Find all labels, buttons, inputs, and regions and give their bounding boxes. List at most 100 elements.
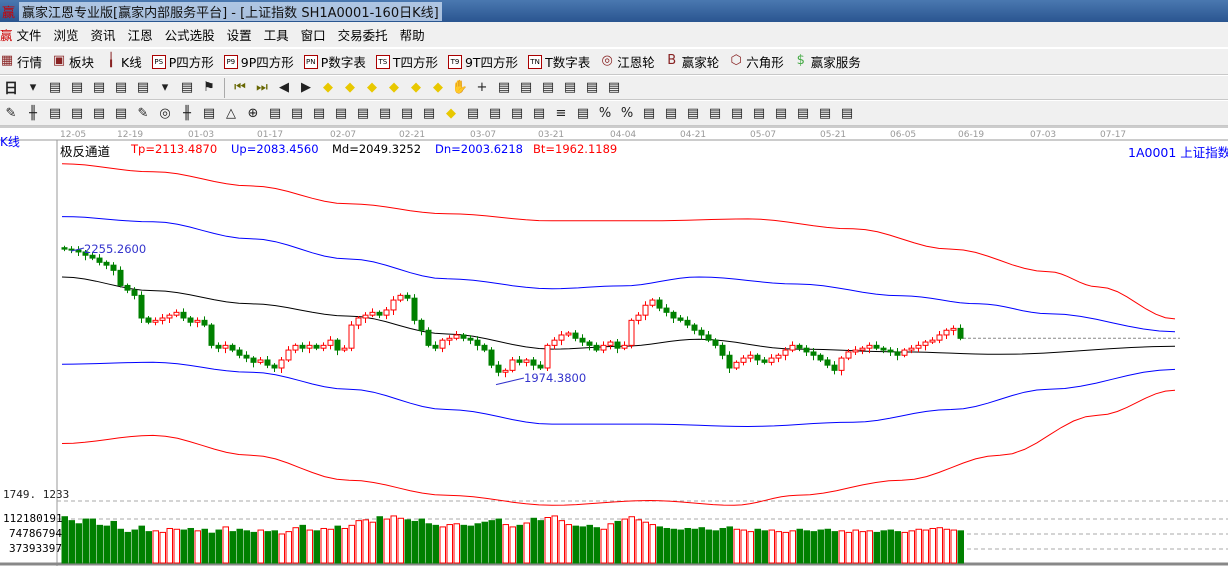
coin-2-icon[interactable]: ▤ [664,105,678,121]
prev-icon[interactable]: ◀ [279,80,289,95]
target-icon[interactable]: ⊕ [247,105,259,121]
date-tick: 05-21 [820,130,846,140]
bar-1-icon[interactable]: ▤ [708,105,722,121]
shell-icon[interactable]: ▤ [519,80,533,95]
period-select[interactable]: 日 [4,80,18,97]
window-title: 赢家江恩专业版[赢家内部服务平台] - [上证指数 SH1A0001-160日K… [19,1,442,21]
menu-item-4[interactable]: 公式选股 [164,28,215,43]
menu-item-3[interactable]: 江恩 [127,28,153,43]
shrink-icon[interactable]: ◆ [433,80,443,95]
lines-3-icon[interactable]: ≡ [555,105,567,121]
n2-icon[interactable]: ▤ [202,105,216,121]
grid-2-icon[interactable]: ▤ [532,105,546,121]
toolbar-button-2[interactable]: ╽ K线 [104,52,142,71]
menu-item-9[interactable]: 帮助 [399,28,425,43]
bar-2-icon[interactable]: ▤ [730,105,744,121]
table-icon[interactable]: ▤ [576,105,590,121]
shrink-h-icon[interactable]: ◆ [389,80,399,95]
map-icon[interactable]: ▤ [48,80,62,95]
percent-icon[interactable]: % [598,105,612,121]
candle-body [859,347,866,351]
dropdown-icon[interactable]: ▾ [161,80,169,95]
bar-6-icon[interactable]: ▤ [818,105,832,121]
last-icon[interactable]: ⏭ [256,80,268,95]
calendar-21-icon[interactable]: ▤ [541,80,555,95]
toolbar-button-8[interactable]: TN T数字表 [528,52,590,71]
menu-item-6[interactable]: 工具 [263,28,289,43]
fib-icon[interactable]: ▤ [92,105,106,121]
toolbar-button-4[interactable]: P9 9P四方形 [223,52,294,71]
crosshair-icon[interactable]: + [476,80,488,95]
bar-5-icon[interactable]: ▤ [796,105,810,121]
fan-icon[interactable]: ▤ [422,105,436,121]
triangle-icon[interactable]: △ [226,105,236,121]
toolbar-button-7[interactable]: T9 9T四方形 [447,52,519,71]
kline-chart[interactable]: 12-05 12-19 01-03 01-17 02-07 02-21 03-07 03-21… [0,126,1228,566]
first-icon[interactable]: ⏮ [234,80,246,95]
menu-item-1[interactable]: 浏览 [53,28,79,43]
shen-icon[interactable]: ▤ [334,105,348,121]
flag-icon[interactable]: ⚑ [203,80,215,95]
pencil-2-icon[interactable]: ✎ [137,105,149,121]
toolbar-button-3[interactable]: PS P四方形 [151,52,214,71]
toolbar-button-11[interactable]: ⬡ 六角形 [729,52,784,71]
bar-3-icon[interactable]: ▤ [752,105,766,121]
chart-canvas[interactable]: 12-05 12-19 01-03 01-17 02-07 02-21 03-07 03-21… [0,126,1228,566]
candle-body [145,317,152,323]
lines-2-icon[interactable]: ╫ [183,105,191,121]
left-diamond-icon[interactable]: ◆ [323,80,333,95]
next-icon[interactable]: ▶ [301,80,311,95]
gold-1-icon[interactable]: ▤ [48,105,62,121]
circle-icon[interactable]: ◎ [159,105,171,121]
step-chart-3-icon[interactable]: ▤ [92,80,106,95]
hand-icon[interactable]: ✋ [451,80,469,95]
gold-2-icon[interactable]: ▤ [70,105,84,121]
toolbar-label: 9T四方形 [464,55,519,70]
expand-icon[interactable]: ◆ [411,80,421,95]
square-web-icon[interactable]: ▤ [290,105,304,121]
toolbar-button-1[interactable]: ▣ 板块 [52,52,94,71]
toolbar-button-12[interactable]: $ 赢家服务 [794,52,861,71]
dropdown-icon[interactable]: ▾ [29,80,37,95]
web-icon[interactable]: ▤ [268,105,282,121]
notebook-icon[interactable]: ▤ [585,80,599,95]
diamond-grid-icon[interactable]: ◆ [446,105,456,121]
lasso-icon[interactable]: ▤ [497,80,511,95]
pencil-icon[interactable]: ✎ [5,105,17,121]
clipboard-icon[interactable]: ▤ [70,80,84,95]
ruler-icon[interactable]: ▤ [378,105,392,121]
step-chart-9-icon[interactable]: ▤ [114,80,128,95]
grid-icon[interactable]: ▤ [510,105,524,121]
arrow-icon[interactable]: ▤ [686,105,700,121]
right-diamond-icon[interactable]: ◆ [345,80,355,95]
wave-icon[interactable]: ▤ [488,105,502,121]
menu-item-0[interactable]: 文件 [16,28,42,43]
expand-h-icon[interactable]: ◆ [367,80,377,95]
bracket-icon[interactable]: ▤ [400,105,414,121]
menu-item-5[interactable]: 设置 [226,28,252,43]
toolbar-button-10[interactable]: B 赢家轮 [665,52,719,71]
spiral-icon[interactable]: ▤ [114,105,128,121]
coin-icon[interactable]: ▤ [642,105,656,121]
menu-item-2[interactable]: 资讯 [90,28,116,43]
ying-icon[interactable]: ▤ [356,105,370,121]
calculator-icon[interactable]: ▤ [563,80,577,95]
menu-item-8[interactable]: 交易委托 [337,28,388,43]
bar-4-icon[interactable]: ▤ [774,105,788,121]
toolbar-button-9[interactable]: ◎ 江恩轮 [600,52,655,71]
volume-bar [586,524,593,564]
volume-bar [579,526,586,564]
angle-icon[interactable]: ▤ [466,105,480,121]
candle-type-icon[interactable]: ▤ [136,80,150,95]
lines-icon[interactable]: ╫ [29,105,37,121]
menu-item-7[interactable]: 窗口 [300,28,326,43]
bar-7-icon[interactable]: ▤ [840,105,854,121]
network-icon[interactable]: ▤ [607,80,621,95]
gann-face-icon[interactable]: ▤ [180,80,194,95]
toolbar-button-0[interactable]: ▦ 行情 [0,52,42,71]
percent-2-icon[interactable]: % [620,105,634,121]
toolbar-button-5[interactable]: PN P数字表 [303,52,366,71]
volume-bar [467,525,474,564]
slash-icon[interactable]: ▤ [312,105,326,121]
toolbar-button-6[interactable]: TS T四方形 [375,52,438,71]
